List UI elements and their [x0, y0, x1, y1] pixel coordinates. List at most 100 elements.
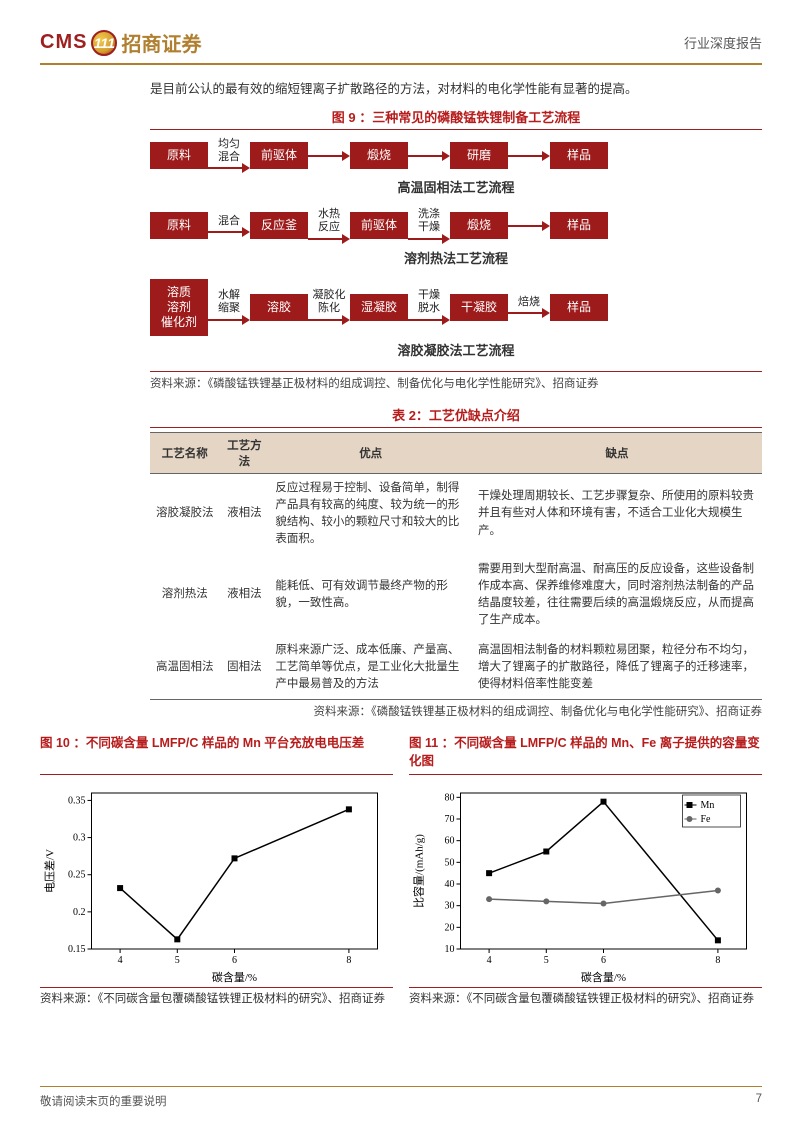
logo-group: CMS 111 招商证券 — [40, 28, 201, 57]
flow-edge-label: 混合 — [218, 215, 240, 228]
flow-arrow: 洗涤 干燥 — [408, 208, 450, 243]
table-header-cell: 缺点 — [472, 432, 762, 473]
table-header-cell: 优点 — [269, 432, 472, 473]
svg-text:6: 6 — [601, 955, 606, 966]
table-header-cell: 工艺名称 — [150, 432, 220, 473]
flow-node: 反应釜 — [250, 212, 308, 239]
svg-text:4: 4 — [118, 955, 123, 966]
flow-row: 原料混合反应釜水热 反应前驱体洗涤 干燥煅烧样品 — [150, 208, 762, 243]
table-cell: 溶胶凝胶法 — [150, 473, 220, 555]
flow-node: 湿凝胶 — [350, 294, 408, 321]
flow-row: 溶质 溶剂 催化剂水解 缩聚溶胶凝胶化 陈化湿凝胶干燥 脱水干凝胶焙烧样品 — [150, 279, 762, 336]
flow-caption: 高温固相法工艺流程 — [150, 177, 762, 196]
flow-caption: 溶剂热法工艺流程 — [150, 248, 762, 267]
svg-text:8: 8 — [346, 955, 351, 966]
flow-edge-label: 焙烧 — [518, 296, 540, 309]
report-type-label: 行业深度报告 — [684, 33, 762, 52]
logo-cn-text: 招商证券 — [121, 28, 201, 57]
figure11-source: 资料来源：《不同碳含量包覆磷酸锰铁锂正极材料的研究》、招商证券 — [409, 987, 762, 1007]
flow-edge-label: 均匀 混合 — [218, 138, 240, 163]
flow-node: 样品 — [550, 212, 608, 239]
flow-node: 干凝胶 — [450, 294, 508, 321]
figure11-title: 图 11 ：不同碳含量 LMFP/C 样品的 Mn、Fe 离子提供的容量变化图 — [409, 735, 762, 775]
figure10-column: 图 10 ：不同碳含量 LMFP/C 样品的 Mn 平台充放电电压差 0.150… — [40, 735, 393, 1007]
svg-text:Fe: Fe — [701, 814, 712, 825]
flow-node: 原料 — [150, 142, 208, 169]
svg-text:Mn: Mn — [701, 800, 715, 811]
table-cell: 液相法 — [220, 473, 270, 555]
flow-arrow — [308, 151, 350, 161]
flow-arrow: 混合 — [208, 215, 250, 238]
figure9-flows: 原料均匀 混合前驱体煅烧研磨样品高温固相法工艺流程原料混合反应釜水热 反应前驱体… — [150, 138, 762, 359]
svg-text:0.2: 0.2 — [73, 907, 86, 918]
table-row: 溶剂热法液相法能耗低、可有效调节最终产物的形貌，一致性高。需要用到大型耐高温、耐… — [150, 555, 762, 636]
flow-edge-label: 水解 缩聚 — [218, 289, 240, 314]
flow-node: 研磨 — [450, 142, 508, 169]
flow-node: 煅烧 — [350, 142, 408, 169]
footer-disclaimer: 敬请阅读末页的重要说明 — [40, 1093, 167, 1109]
figure9-title: 图 9 ：三种常见的磷酸锰铁锂制备工艺流程 — [150, 107, 762, 130]
flow-node: 溶胶 — [250, 294, 308, 321]
flow-edge-label: 洗涤 干燥 — [418, 208, 440, 233]
table-cell: 反应过程易于控制、设备简单，制得产品具有较高的纯度、较为统一的形貌结构、较小的颗… — [269, 473, 472, 555]
flow-node: 溶质 溶剂 催化剂 — [150, 279, 208, 336]
figure10-chart: 0.150.20.250.30.354568碳含量/%电压差/V — [40, 783, 393, 983]
table-cell: 需要用到大型耐高温、耐高压的反应设备，这些设备制作成本高、保养维修难度大，同时溶… — [472, 555, 762, 636]
figure11-column: 图 11 ：不同碳含量 LMFP/C 样品的 Mn、Fe 离子提供的容量变化图 … — [409, 735, 762, 1007]
flow-arrow — [508, 221, 550, 231]
flow-arrow: 均匀 混合 — [208, 138, 250, 173]
flow-arrow: 水解 缩聚 — [208, 289, 250, 324]
flow-node: 前驱体 — [350, 212, 408, 239]
flow-edge-label: 水热 反应 — [318, 208, 340, 233]
flow-node: 样品 — [550, 294, 608, 321]
flow-arrow: 水热 反应 — [308, 208, 350, 243]
svg-text:4: 4 — [487, 955, 492, 966]
page-number: 7 — [756, 1093, 762, 1109]
flow-arrow — [408, 151, 450, 161]
table-row: 高温固相法固相法原料来源广泛、成本低廉、产量高、工艺简单等优点，是工业化大批量生… — [150, 636, 762, 700]
figure10-title: 图 10 ：不同碳含量 LMFP/C 样品的 Mn 平台充放电电压差 — [40, 735, 393, 775]
table-cell: 高温固相法制备的材料颗粒易团聚，粒径分布不均匀，增大了锂离子的扩散路径，降低了锂… — [472, 636, 762, 700]
table-cell: 固相法 — [220, 636, 270, 700]
svg-text:70: 70 — [445, 814, 455, 825]
figure10-source: 资料来源：《不同碳含量包覆磷酸锰铁锂正极材料的研究》、招商证券 — [40, 987, 393, 1007]
table-header-cell: 工艺方法 — [220, 432, 270, 473]
flow-node: 前驱体 — [250, 142, 308, 169]
svg-text:比容量/(mAh/g): 比容量/(mAh/g) — [412, 834, 426, 908]
svg-text:电压差/V: 电压差/V — [43, 849, 57, 893]
table-cell: 能耗低、可有效调节最终产物的形貌，一致性高。 — [269, 555, 472, 636]
figure9-source: 资料来源：《磷酸锰铁锂基正极材料的组成调控、制备优化与电化学性能研究》、招商证券 — [150, 371, 762, 391]
flow-arrow: 凝胶化 陈化 — [308, 289, 350, 324]
logo-cms-text: CMS — [40, 31, 87, 54]
svg-text:0.25: 0.25 — [68, 870, 86, 881]
intro-paragraph: 是目前公认的最有效的缩短锂离子扩散路径的方法，对材料的电化学性能有显著的提高。 — [150, 79, 762, 99]
svg-text:碳含量/%: 碳含量/% — [581, 970, 626, 983]
flow-node: 样品 — [550, 142, 608, 169]
svg-text:80: 80 — [445, 793, 455, 804]
flow-edge-label: 凝胶化 陈化 — [313, 289, 346, 314]
process-table: 工艺名称工艺方法优点缺点 溶胶凝胶法液相法反应过程易于控制、设备简单，制得产品具… — [150, 432, 762, 701]
flow-arrow: 干燥 脱水 — [408, 289, 450, 324]
table-cell: 液相法 — [220, 555, 270, 636]
svg-text:8: 8 — [715, 955, 720, 966]
flow-node: 原料 — [150, 212, 208, 239]
flow-row: 原料均匀 混合前驱体 煅烧 研磨 样品 — [150, 138, 762, 173]
svg-text:6: 6 — [232, 955, 237, 966]
svg-text:40: 40 — [445, 879, 455, 890]
svg-text:30: 30 — [445, 901, 455, 912]
flow-edge-label: 干燥 脱水 — [418, 289, 440, 314]
flow-arrow: 焙烧 — [508, 296, 550, 319]
table-cell: 溶剂热法 — [150, 555, 220, 636]
svg-text:0.3: 0.3 — [73, 833, 86, 844]
svg-text:碳含量/%: 碳含量/% — [212, 970, 257, 983]
table-row: 溶胶凝胶法液相法反应过程易于控制、设备简单，制得产品具有较高的纯度、较为统一的形… — [150, 473, 762, 555]
logo-badge-icon: 111 — [91, 30, 117, 56]
svg-text:50: 50 — [445, 858, 455, 869]
charts-row: 图 10 ：不同碳含量 LMFP/C 样品的 Mn 平台充放电电压差 0.150… — [40, 735, 762, 1007]
svg-text:5: 5 — [175, 955, 180, 966]
svg-text:60: 60 — [445, 836, 455, 847]
flow-arrow — [508, 151, 550, 161]
table2-title: 表 2：工艺优缺点介绍 — [150, 405, 762, 428]
table2-source: 资料来源：《磷酸锰铁锂基正极材料的组成调控、制备优化与电化学性能研究》、招商证券 — [150, 703, 762, 719]
svg-text:20: 20 — [445, 923, 455, 934]
